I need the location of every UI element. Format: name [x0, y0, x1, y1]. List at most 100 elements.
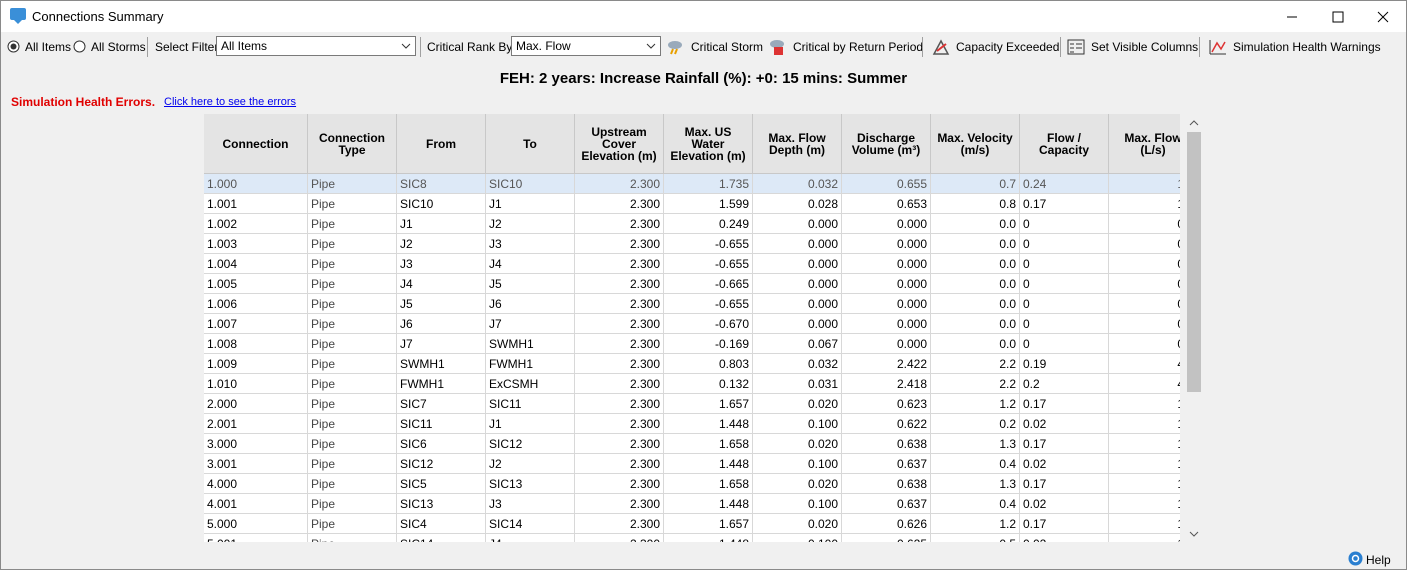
table-cell: 0.4 [930, 453, 1020, 474]
toolbar-button[interactable]: Simulation Health Warnings [1209, 39, 1381, 55]
table-cell: 4.000 [204, 473, 308, 494]
table-cell: 2.300 [574, 393, 664, 414]
table-cell: 3.000 [204, 433, 308, 454]
table-cell: J2 [485, 453, 575, 474]
radio-label[interactable]: All Items [25, 40, 72, 54]
table-cell: 0.637 [841, 493, 931, 514]
table-cell: 2.300 [574, 353, 664, 374]
table-cell: 0.0 [1108, 293, 1180, 314]
window-controls[interactable] [1281, 9, 1396, 25]
table-cell: 0.000 [841, 273, 931, 294]
table-row[interactable]: 1.003PipeJ2J32.300-0.6550.0000.0000.000.… [204, 233, 1180, 254]
table-cell: J5 [396, 293, 486, 314]
table-row[interactable]: 1.006PipeJ5J62.300-0.6550.0000.0000.000.… [204, 293, 1180, 314]
table-cell: SIC12 [396, 453, 486, 474]
table-row[interactable]: 1.004PipeJ3J42.300-0.6550.0000.0000.000.… [204, 253, 1180, 274]
table-cell: Pipe [307, 293, 397, 314]
table-cell: 0.655 [841, 173, 931, 194]
table-cell: 0.000 [841, 293, 931, 314]
table-cell: J2 [485, 213, 575, 234]
table-cell: Pipe [307, 313, 397, 334]
table-row[interactable]: 1.005PipeJ4J52.300-0.6650.0000.0000.000.… [204, 273, 1180, 294]
table-cell: SIC11 [485, 393, 575, 414]
table-row[interactable]: 5.000 Pipe SIC4 SIC14 2.300 1.657 0.020 0.626 1.… [204, 513, 1180, 534]
table-cell: 4.6 [1108, 373, 1180, 394]
table-cell: 0 [1019, 293, 1109, 314]
table-cell: 0.000 [752, 213, 842, 234]
table-cell: 2.300 [574, 333, 664, 354]
separator [922, 37, 923, 57]
error-link[interactable]: Click here to see the errors [164, 96, 297, 108]
table-cell: -0.169 [663, 333, 753, 354]
radio-selected[interactable] [7, 40, 20, 53]
table-cell: 0.0 [930, 233, 1020, 254]
table-row[interactable]: 4.001 Pipe SIC13 J3 2.300 1.448 0.100 0.637 0.4 0… [204, 493, 1180, 514]
table-row[interactable]: 1.001 Pipe SIC10 J1 2.300 1.599 0.028 0.653 0.8 0… [204, 193, 1180, 214]
toolbar-button[interactable]: Capacity Exceeded [932, 39, 1059, 55]
table-cell: SIC14 [396, 533, 486, 542]
table-cell: J7 [485, 313, 575, 334]
table-cell: Pipe [307, 333, 397, 354]
separator [1060, 37, 1061, 57]
table-cell: 0 [1019, 313, 1109, 334]
table-row[interactable]: 1.008 Pipe J7 SWMH1 2.300 -0.169 0.067 0.000 0.0… [204, 333, 1180, 354]
table-row[interactable]: 1.002PipeJ1J22.3000.2490.0000.0000.000.0… [204, 213, 1180, 234]
toolbar-button[interactable]: Critical by Return Period [769, 39, 923, 55]
table-cell: SIC4 [396, 513, 486, 534]
table-cell: 1.006 [204, 293, 308, 314]
table-cell: 1.003 [204, 233, 308, 254]
table-cell: 1.002 [204, 213, 308, 234]
table-cell: 1.4 [1108, 533, 1180, 542]
select-filter[interactable]: All Items [216, 36, 416, 56]
table-cell: -0.655 [663, 253, 753, 274]
radio-label[interactable]: All Storms [91, 40, 146, 54]
table-cell: 2.2 [930, 373, 1020, 394]
critical-rank-select[interactable]: Max. Flow [511, 36, 661, 56]
table: Connection Connection Type From To Upstream … [204, 114, 1180, 542]
help-icon[interactable] [1348, 551, 1363, 566]
table-cell: 0.4 [930, 493, 1020, 514]
table-cell: Pipe [307, 493, 397, 514]
table-cell: J6 [396, 313, 486, 334]
table-cell: -0.655 [663, 233, 753, 254]
table-row[interactable]: 3.000 Pipe SIC6 SIC12 2.300 1.658 0.020 0.638 1.… [204, 433, 1180, 454]
toolbar-button[interactable]: Critical Storm [667, 39, 763, 55]
table-cell: 0.067 [752, 333, 842, 354]
table-cell: 1.010 [204, 373, 308, 394]
table-row[interactable]: 5.001PipeSIC14J42.3001.4480.1000.6250.50… [204, 533, 1180, 542]
table-row[interactable]: 4.000 Pipe SIC5 SIC13 2.300 1.658 0.020 0.638 1.… [204, 473, 1180, 494]
table-cell: SWMH1 [396, 353, 486, 374]
table-row[interactable]: 2.000 Pipe SIC7 SIC11 2.300 1.657 0.020 0.623 1.… [204, 393, 1180, 414]
select-value: Max. Flow [516, 39, 571, 53]
table-cell: Pipe [307, 513, 397, 534]
table-row[interactable]: 1.009 Pipe SWMH1 FWMH1 2.300 0.803 0.032 2.422 2… [204, 353, 1180, 374]
scrollbar[interactable] [1184, 114, 1204, 542]
help-label[interactable]: Help [1366, 553, 1391, 567]
table-row[interactable]: 3.001 Pipe SIC12 J2 2.300 1.448 0.100 0.637 0.4 0… [204, 453, 1180, 474]
separator [420, 37, 421, 57]
table-cell: 1.448 [663, 493, 753, 514]
toolbar-button[interactable]: Set Visible Columns [1067, 39, 1198, 55]
table-cell: SIC14 [485, 513, 575, 534]
table-cell: 0.020 [752, 473, 842, 494]
table-cell: J3 [485, 233, 575, 254]
table-row[interactable]: 1.007PipeJ6J72.300-0.6700.0000.0000.000.… [204, 313, 1180, 334]
table-cell: 1.599 [663, 193, 753, 214]
table-row[interactable]: 1.010 Pipe FWMH1 ExCSMH 2.300 0.132 0.031 2.418… [204, 373, 1180, 394]
separator [1199, 37, 1200, 57]
table-cell: 0.17 [1019, 193, 1109, 214]
table-cell: 0.638 [841, 473, 931, 494]
table-cell: Pipe [307, 253, 397, 274]
table-cell: 0.02 [1019, 493, 1109, 514]
table-cell: 0.0 [1108, 313, 1180, 334]
table-cell: 0.000 [841, 253, 931, 274]
table-row[interactable]: 2.001 Pipe SIC11 J1 2.300 1.448 0.100 0.622 0.2 0… [204, 413, 1180, 434]
radio[interactable] [73, 40, 86, 53]
table-cell: Pipe [307, 473, 397, 494]
app-icon [10, 8, 26, 24]
table-cell: 0 [1019, 273, 1109, 294]
table-cell: 1.004 [204, 253, 308, 274]
table-row[interactable]: 1.000 Pipe SIC8 SIC10 2.300 1.735 0.032 0.655 0.… [204, 173, 1180, 194]
table-cell: 2.300 [574, 513, 664, 534]
table-cell: 1.008 [204, 333, 308, 354]
